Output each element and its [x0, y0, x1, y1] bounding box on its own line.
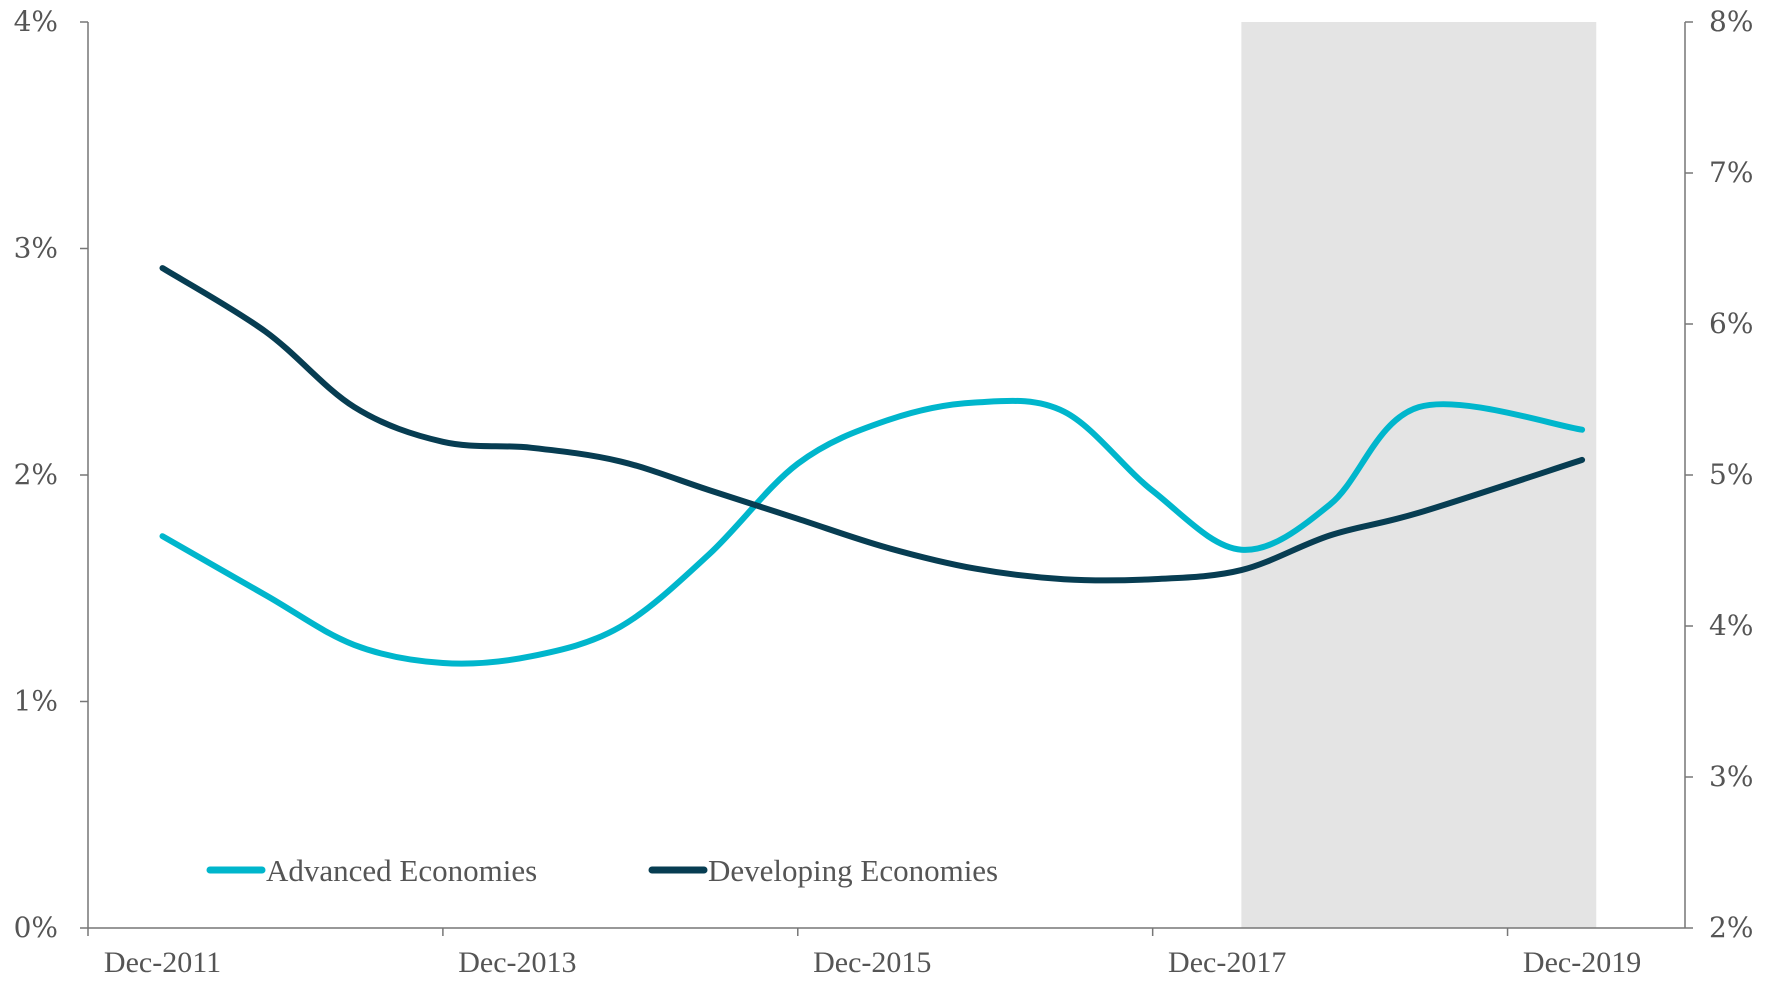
- right-tick-label: 7%: [1709, 156, 1753, 189]
- x-tick-label: Dec-2013: [458, 946, 576, 979]
- right-tick-label: 8%: [1709, 5, 1753, 38]
- x-tick-label: Dec-2017: [1168, 946, 1286, 979]
- right-tick-label: 5%: [1709, 458, 1753, 491]
- x-tick-label: Dec-2011: [104, 946, 221, 979]
- left-tick-label: 3%: [14, 232, 58, 265]
- right-tick-label: 6%: [1709, 307, 1753, 340]
- legend-label-advanced-economies: Advanced Economies: [266, 853, 537, 888]
- right-tick-label: 2%: [1709, 911, 1753, 944]
- left-tick-label: 1%: [14, 685, 58, 718]
- series-line-developing-economies: [159, 265, 1586, 584]
- left-tick-label: 4%: [14, 5, 58, 38]
- x-axis: Dec-2011 Dec-2013 Dec-2015 Dec-2017 Dec-2019: [87, 927, 1685, 979]
- left-tick-label: 2%: [14, 458, 58, 491]
- x-tick-label: Dec-2019: [1523, 946, 1641, 979]
- right-tick-label: 3%: [1709, 760, 1753, 793]
- x-tick-label: Dec-2015: [813, 946, 931, 979]
- legend-label-developing-economies: Developing Economies: [708, 853, 998, 888]
- left-tick-label: 0%: [14, 911, 58, 944]
- series-group: [159, 265, 1586, 667]
- left-axis: 0% 1% 2% 3% 4%: [14, 5, 89, 944]
- right-axis: 2% 3% 4% 5% 6% 7% 8%: [1684, 5, 1753, 944]
- right-tick-label: 4%: [1709, 609, 1753, 642]
- legend: Advanced Economies Developing Economies: [206, 853, 998, 888]
- series-line-advanced-economies: [159, 397, 1586, 667]
